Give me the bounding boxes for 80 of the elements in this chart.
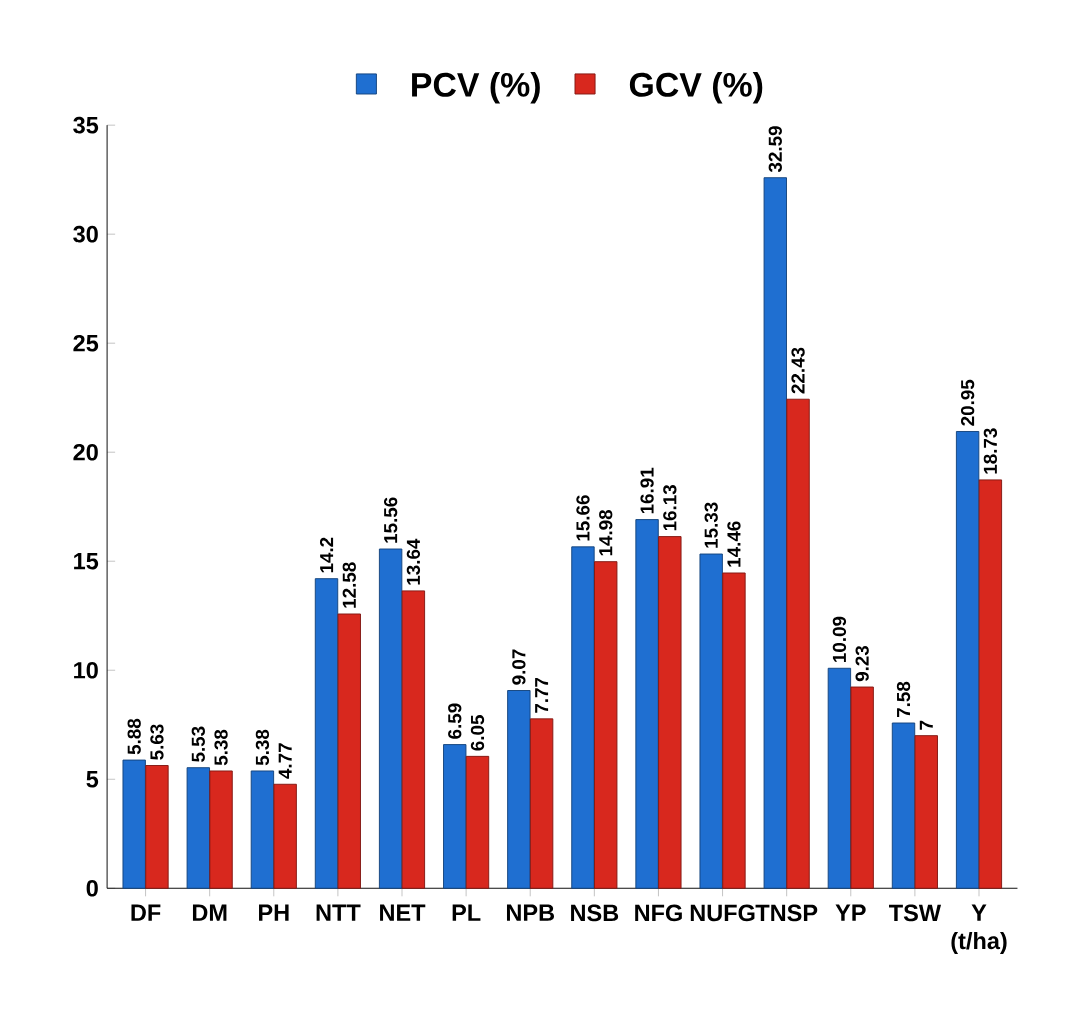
- data-label: 15.33: [704, 502, 718, 548]
- x-tick-label: DF: [131, 904, 161, 921]
- legend-label: GCV (%): [629, 71, 763, 104]
- data-label: 22.43: [791, 347, 805, 394]
- data-label: 20.95: [960, 379, 975, 426]
- x-tick-label: Y (t/ha): [951, 904, 1007, 954]
- data-label: 6.59: [448, 703, 462, 739]
- x-tick-label: PH: [259, 904, 289, 921]
- data-label: 12.58: [342, 562, 356, 608]
- bar: [443, 744, 467, 889]
- data-label: 5.38: [214, 729, 228, 766]
- bar: [209, 770, 233, 889]
- bar: [465, 755, 490, 889]
- x-tick-label: NTT: [316, 904, 361, 921]
- data-label: 14.46: [727, 521, 741, 567]
- data-label: 14.98: [599, 509, 613, 556]
- data-label: 14.2: [319, 537, 334, 573]
- x-tick-label: NSB: [571, 904, 619, 922]
- bar: [699, 553, 723, 889]
- bar: [914, 735, 938, 889]
- x-tick-label: PL: [452, 904, 481, 921]
- bar: [337, 613, 361, 889]
- data-label: 18.73: [983, 428, 998, 474]
- x-tick-label: NET: [380, 904, 426, 921]
- x-tick-label: NFG: [635, 904, 682, 922]
- y-tick-label: 5: [86, 770, 99, 788]
- bar: [978, 479, 1003, 889]
- bar: [507, 689, 531, 889]
- data-label: 7.77: [535, 677, 549, 713]
- x-tick-label: TNSP: [755, 904, 818, 922]
- x-tick-label: NPB: [506, 904, 555, 921]
- bar: [571, 546, 595, 889]
- bar: [635, 519, 659, 889]
- bar: [145, 764, 169, 889]
- bar: [891, 722, 916, 889]
- data-label: 7.58: [896, 681, 911, 717]
- y-tick-label: 20: [73, 443, 98, 461]
- bar: [786, 398, 810, 889]
- y-tick-label: 35: [73, 116, 99, 134]
- data-label: 5.63: [150, 724, 164, 760]
- bar: [273, 783, 297, 889]
- data-label: 16.13: [663, 484, 677, 531]
- bar: [850, 686, 874, 889]
- data-label: 15.56: [383, 497, 398, 543]
- bar: [314, 578, 339, 889]
- data-label: 13.64: [406, 538, 421, 585]
- y-tick-label: 15: [74, 552, 99, 570]
- legend-label: PCV (%): [412, 71, 540, 104]
- data-label: 5.38: [255, 729, 270, 766]
- data-label: 10.09: [832, 616, 847, 662]
- bar: [186, 767, 210, 889]
- bar: [955, 430, 980, 889]
- x-tick-label: NUFG: [690, 904, 755, 922]
- bar: [594, 561, 618, 889]
- bar: [250, 770, 275, 889]
- data-label: 7: [919, 720, 933, 730]
- bar: [658, 536, 682, 889]
- data-label: 9.23: [855, 645, 869, 682]
- bar: [378, 548, 403, 889]
- y-tick-label: 30: [73, 225, 98, 243]
- data-label: 9.07: [512, 649, 526, 685]
- y-tick-label: 0: [86, 879, 98, 897]
- bar: [827, 667, 852, 889]
- bar: [122, 759, 146, 889]
- data-label: 32.59: [768, 126, 782, 173]
- x-tick-label: TSW: [889, 904, 942, 922]
- data-label: 5.88: [127, 718, 141, 755]
- data-label: 5.53: [191, 726, 205, 762]
- bar: [401, 590, 426, 889]
- data-label: 4.77: [278, 743, 292, 779]
- bar: [722, 572, 746, 889]
- x-tick-label: DM: [192, 904, 227, 921]
- y-tick-label: 10: [74, 661, 98, 679]
- data-label: 6.05: [470, 715, 485, 751]
- bar: [529, 718, 554, 889]
- x-tick-label: YP: [835, 904, 866, 921]
- bar: [763, 177, 787, 889]
- data-label: 15.66: [576, 495, 590, 541]
- y-tick-label: 25: [73, 334, 99, 352]
- data-label: 16.91: [640, 467, 654, 514]
